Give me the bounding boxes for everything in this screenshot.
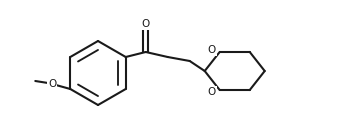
Text: O: O: [142, 19, 150, 29]
Text: O: O: [207, 45, 216, 55]
Text: O: O: [48, 79, 56, 89]
Text: O: O: [207, 87, 216, 97]
